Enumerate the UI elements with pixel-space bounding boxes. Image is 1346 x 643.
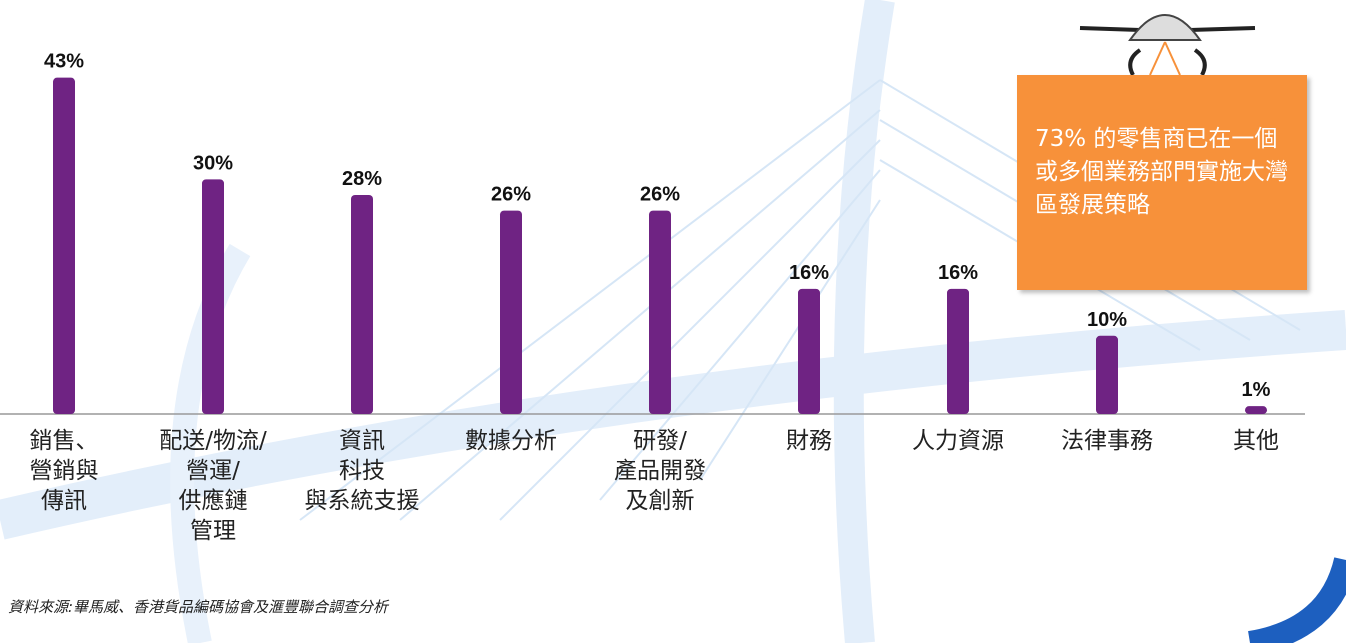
value-label: 16% bbox=[938, 262, 978, 284]
bar bbox=[202, 179, 224, 414]
value-label: 16% bbox=[789, 262, 829, 284]
x-tick-label: 資訊 科技 與系統支援 bbox=[287, 426, 437, 516]
value-label: 1% bbox=[1242, 379, 1271, 401]
value-label: 26% bbox=[640, 184, 680, 206]
x-tick-label: 研發/ 產品開發 及創新 bbox=[585, 426, 735, 516]
bar bbox=[351, 195, 373, 414]
bar bbox=[1096, 336, 1118, 414]
callout-box: 73% 的零售商已在一個或多個業務部門實施大灣區發展策略 bbox=[1017, 75, 1307, 290]
bar bbox=[1245, 406, 1267, 414]
drone bbox=[1080, 15, 1255, 75]
x-tick-label: 銷售、 營銷與 傳訊 bbox=[0, 426, 139, 516]
value-label: 43% bbox=[44, 51, 84, 73]
bar bbox=[649, 211, 671, 414]
x-tick-label: 其他 bbox=[1181, 426, 1331, 456]
bar bbox=[947, 289, 969, 414]
bar bbox=[500, 211, 522, 414]
bar bbox=[798, 289, 820, 414]
value-label: 26% bbox=[491, 184, 531, 206]
x-tick-label: 財務 bbox=[734, 426, 884, 456]
value-label: 10% bbox=[1087, 309, 1127, 331]
x-tick-label: 法律事務 bbox=[1032, 426, 1182, 456]
x-tick-label: 人力資源 bbox=[883, 426, 1033, 456]
callout-text: 73% 的零售商已在一個或多個業務部門實施大灣區發展策略 bbox=[1035, 123, 1295, 222]
infographic: 43% 30% 28% 26% 26% 16% 16% 10% 1% 73% 的零售商已在一個或… bbox=[0, 0, 1346, 643]
x-tick-label: 數據分析 bbox=[436, 426, 586, 456]
x-tick-label: 配送/物流/ 營運/ 供應鏈 管理 bbox=[138, 426, 288, 546]
value-label: 30% bbox=[193, 152, 233, 174]
value-label: 28% bbox=[342, 168, 382, 190]
source-note: 資料來源:畢馬威、香港貨品編碼協會及滙豐聯合調查分析 bbox=[8, 596, 388, 617]
bar bbox=[53, 78, 75, 414]
